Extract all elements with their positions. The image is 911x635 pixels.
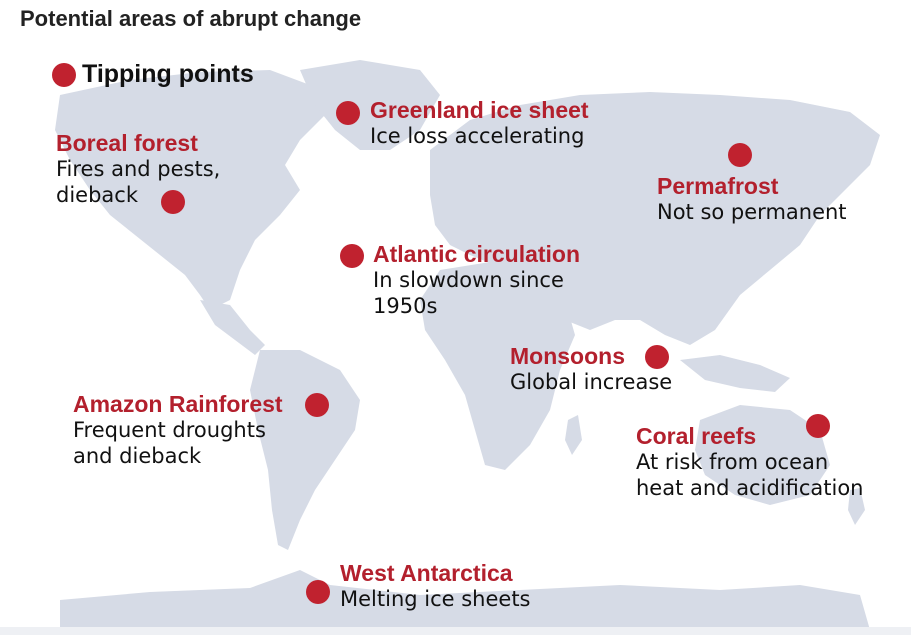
marker-permafrost xyxy=(728,143,752,167)
marker-greenland-ice-sheet xyxy=(336,101,360,125)
tipping-point-desc: Ice loss accelerating xyxy=(370,124,585,148)
tipping-point-desc: Not so permanent xyxy=(657,200,847,224)
marker-coral-reefs xyxy=(806,414,830,438)
tipping-point-desc: In slowdown since xyxy=(373,268,564,292)
tipping-point-desc: heat and acidification xyxy=(636,476,864,500)
label-atlantic-circulation: Atlantic circulation In slowdown since 1… xyxy=(373,241,580,319)
central-america-landmass xyxy=(200,300,265,355)
new-zealand-landmass xyxy=(848,488,865,525)
tipping-point-desc: Melting ice sheets xyxy=(340,587,531,611)
label-west-antarctica: West Antarctica Melting ice sheets xyxy=(340,560,531,612)
africa-landmass xyxy=(420,262,575,470)
southeast-asia-islands xyxy=(680,355,790,392)
tipping-point-desc: and dieback xyxy=(73,444,202,468)
marker-atlantic-circulation xyxy=(340,244,364,268)
tipping-point-name: Permafrost xyxy=(657,173,779,199)
legend-marker-icon xyxy=(52,62,76,87)
marker-west-antarctica xyxy=(306,580,330,604)
tipping-point-desc: dieback xyxy=(56,183,138,207)
label-boreal-forest: Boreal forest Fires and pests, dieback xyxy=(56,130,220,208)
legend-label: Tipping points xyxy=(82,60,254,88)
tipping-point-desc: Fires and pests, xyxy=(56,157,221,181)
madagascar-landmass xyxy=(565,415,582,455)
tipping-point-desc: Global increase xyxy=(510,370,673,394)
label-permafrost: Permafrost Not so permanent xyxy=(657,173,847,225)
north-america-landmass xyxy=(55,70,330,310)
antarctica-landmass xyxy=(60,570,870,630)
tipping-point-name: Greenland ice sheet xyxy=(370,97,589,123)
label-monsoons: Monsoons Global increase xyxy=(510,343,672,395)
tipping-point-name: Atlantic circulation xyxy=(373,241,581,267)
marker-amazon-rainforest xyxy=(305,393,329,417)
australia-landmass xyxy=(695,405,830,505)
map-title: Potential areas of abrupt change xyxy=(20,6,362,31)
greenland-landmass xyxy=(300,60,440,150)
legend: Tipping points xyxy=(52,60,254,89)
tipping-point-desc: At risk from ocean xyxy=(636,450,829,474)
tipping-point-desc: Frequent droughts xyxy=(73,418,266,442)
marker-monsoons xyxy=(645,345,669,369)
tipping-point-name: Amazon Rainforest xyxy=(73,391,283,417)
tipping-point-desc: 1950s xyxy=(373,294,438,318)
tipping-point-name: West Antarctica xyxy=(340,560,513,586)
bottom-divider xyxy=(0,627,911,635)
south-america-landmass xyxy=(250,350,360,550)
marker-boreal-forest xyxy=(161,190,185,214)
label-amazon-rainforest: Amazon Rainforest Frequent droughts and … xyxy=(73,391,283,469)
tipping-point-name: Monsoons xyxy=(510,343,625,369)
tipping-point-name: Boreal forest xyxy=(56,130,198,156)
label-greenland-ice-sheet: Greenland ice sheet Ice loss acceleratin… xyxy=(370,97,589,149)
tipping-point-name: Coral reefs xyxy=(636,423,757,449)
label-coral-reefs: Coral reefs At risk from ocean heat and … xyxy=(636,423,863,501)
